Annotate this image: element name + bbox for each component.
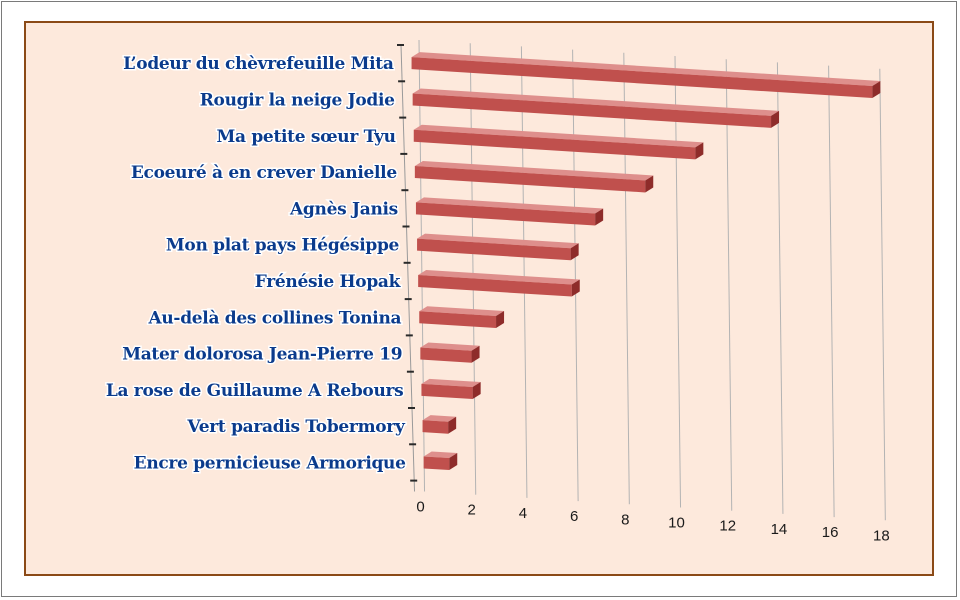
bar-front-face [413, 129, 696, 160]
gridline-4 [623, 52, 630, 505]
bar-2 [413, 124, 704, 160]
bar-4 [415, 197, 604, 226]
gridline-9 [879, 68, 886, 521]
bar-front-face [419, 311, 497, 329]
gridline-2 [520, 46, 528, 498]
bar-5 [417, 233, 579, 261]
category-label-3: Ecoeuré à en crever Danielle [131, 163, 397, 183]
bar-top-face [419, 306, 505, 317]
bar-chart: L’odeur du chèvrefeuille Mita Rougir la n… [104, 39, 890, 544]
bar-11 [423, 451, 458, 471]
value-tick-label-9: 18 [873, 527, 890, 544]
category-label-11: Encre pernicieuse Armorique [134, 453, 406, 473]
gridline-0 [418, 39, 426, 492]
bar-front-face [415, 202, 596, 226]
value-axis: 0 2 4 6 8 10 12 14 16 18 [416, 498, 889, 544]
gridline-5 [674, 55, 682, 508]
bar-top-face [418, 269, 580, 285]
bar-top-face [414, 161, 654, 181]
bar-top-face [412, 88, 780, 116]
bar-10 [422, 415, 457, 434]
category-axis [397, 44, 418, 492]
value-tick-label-6: 12 [719, 518, 736, 535]
bar-side-face [471, 345, 480, 363]
bar-7 [419, 306, 505, 329]
bar-3 [414, 161, 654, 193]
value-tick-label-3: 6 [570, 508, 578, 525]
category-label-1: Rougir la neige Jodie [200, 90, 395, 110]
gridline-3 [572, 49, 579, 502]
category-label-5: Mon plat pays Hégésippe [166, 236, 400, 256]
gridline-1 [469, 43, 477, 495]
bar-top-face [421, 378, 481, 388]
category-label-8: Mater dolorosa Jean-Pierre 19 [122, 345, 402, 365]
value-tick-label-8: 16 [822, 524, 839, 541]
bar-top-face [413, 124, 704, 148]
bar-top-face [417, 233, 579, 249]
category-label-6: Frénésie Hopak [255, 272, 402, 292]
category-label-9: La rose de Guillaume A Rebours [106, 381, 404, 401]
gridline-7 [776, 62, 784, 514]
value-tick-label-1: 2 [468, 502, 476, 519]
bar-front-face [423, 456, 450, 471]
chart-area: L’odeur du chèvrefeuille Mita Rougir la n… [24, 21, 934, 576]
bar-front-face [421, 383, 473, 400]
value-tick-label-2: 4 [519, 505, 527, 522]
bar-side-face [449, 453, 458, 471]
bar-side-face [872, 80, 881, 98]
value-tick-label-4: 8 [621, 511, 629, 528]
category-label-0: L’odeur du chèvrefeuille Mita [123, 54, 394, 74]
bar-top-face [422, 415, 457, 422]
bar-side-face [645, 175, 654, 193]
category-label-10: Vert paradis Tobermory [186, 417, 406, 437]
bar-top-face [423, 451, 458, 459]
bar-top-face [411, 52, 881, 86]
bar-8 [420, 342, 480, 363]
gridlines [418, 39, 886, 521]
category-label-7: Au-delà des collines Tonina [147, 308, 401, 328]
category-label-2: Ma petite sœur Tyu [216, 127, 395, 147]
value-tick-label-7: 14 [771, 521, 788, 538]
gridline-8 [828, 65, 835, 518]
category-axis-line [400, 44, 416, 492]
gridline-6 [725, 59, 733, 511]
bar-top-face [420, 342, 480, 351]
category-labels: L’odeur du chèvrefeuille Mita Rougir la n… [104, 53, 408, 475]
bar-front-face [417, 238, 571, 261]
value-tick-label-5: 10 [668, 514, 685, 531]
bar-side-face [570, 243, 579, 261]
bars [411, 52, 881, 471]
category-label-4: Agnès Janis [289, 199, 398, 219]
bar-side-face [496, 311, 505, 329]
bar-1 [412, 88, 780, 128]
bar-9 [421, 378, 481, 400]
bar-side-face [695, 142, 704, 160]
bar-side-face [472, 382, 481, 400]
bar-front-face [422, 420, 449, 434]
bar-side-face [771, 110, 780, 128]
bar-front-face [411, 57, 873, 98]
value-tick-label-0: 0 [416, 498, 424, 515]
bar-front-face [420, 347, 472, 363]
bar-front-face [418, 274, 572, 297]
bar-side-face [571, 279, 580, 297]
bar-front-face [412, 93, 772, 128]
bar-6 [418, 269, 580, 297]
bar-top-face [415, 197, 604, 214]
bar-side-face [448, 416, 457, 434]
bar-side-face [595, 208, 604, 226]
bar-front-face [414, 166, 646, 193]
bar-0 [411, 52, 881, 98]
